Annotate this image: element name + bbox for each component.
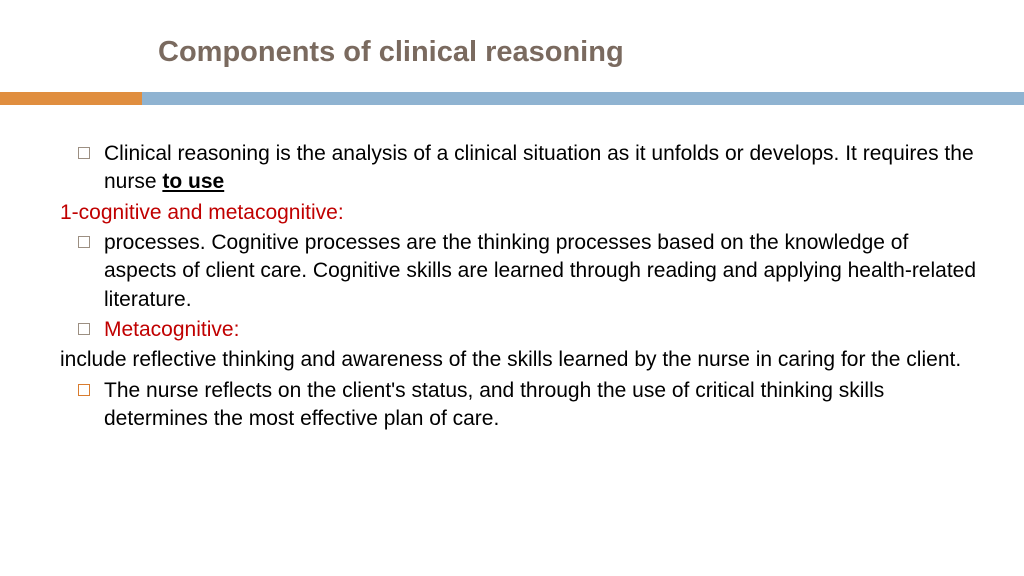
square-bullet-icon [78,384,90,396]
body-line: include reflective thinking and awarenes… [60,346,980,374]
body-line: Metacognitive: [60,316,980,344]
body-text: Metacognitive: [104,316,980,344]
bar-blue-segment [142,92,1024,105]
square-bullet-icon [78,323,90,335]
body-text: The nurse reflects on the client's statu… [104,377,980,434]
body-line: The nurse reflects on the client's statu… [60,377,980,434]
bar-orange-segment [0,92,142,105]
body-line: processes. Cognitive processes are the t… [60,229,980,314]
body-line: Clinical reasoning is the analysis of a … [60,140,980,197]
square-bullet-icon [78,147,90,159]
body-text: Clinical reasoning is the analysis of a … [104,140,980,197]
divider-bar [0,92,1024,105]
slide-body: Clinical reasoning is the analysis of a … [60,140,980,435]
body-text: include reflective thinking and awarenes… [60,346,980,374]
body-text: processes. Cognitive processes are the t… [104,229,980,314]
body-line: 1-cognitive and metacognitive: [60,199,980,227]
square-bullet-icon [78,236,90,248]
slide-title: Components of clinical reasoning [158,36,624,69]
body-text: 1-cognitive and metacognitive: [60,199,980,227]
